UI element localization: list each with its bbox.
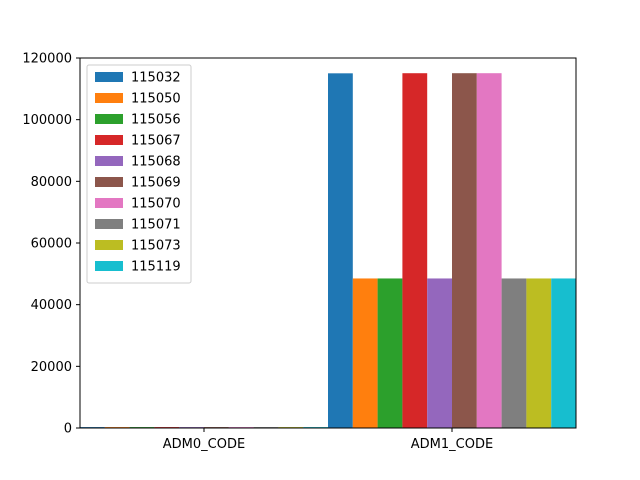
legend: 115032 115050 115056 115067 115068 115069 1150…: [86, 64, 192, 284]
legend-swatch: [95, 219, 123, 229]
legend-swatch: [95, 198, 123, 208]
legend-label: 115050: [131, 92, 181, 107]
legend-swatch: [95, 156, 123, 166]
bar-115032-adm1-code: [328, 73, 353, 428]
legend-label: 115119: [131, 260, 181, 275]
y-axis: 0 20000 40000 60000 80000 100000 120000: [22, 52, 80, 437]
bar-115071-adm1-code: [501, 278, 527, 428]
bar-115056-adm1-code: [377, 278, 403, 428]
bar-115119-adm1-code: [551, 278, 576, 428]
legend-swatch: [95, 135, 123, 145]
legend-label: 115071: [131, 218, 181, 233]
x-tick-label: ADM0_CODE: [163, 437, 245, 452]
x-tick-label: ADM1_CODE: [411, 437, 493, 452]
y-tick-label: 120000: [22, 52, 72, 67]
legend-label: 115068: [131, 155, 181, 170]
legend-label: 115067: [131, 134, 181, 149]
legend-swatch: [95, 261, 123, 271]
bar-115069-adm1-code: [452, 73, 477, 428]
legend-swatch: [95, 114, 123, 124]
y-tick-label: 100000: [22, 113, 72, 128]
legend-label: 115032: [131, 71, 181, 86]
bar-115050-adm1-code: [352, 278, 378, 428]
y-tick-label: 0: [64, 422, 72, 437]
legend-label: 115056: [131, 113, 181, 128]
bar-115073-adm1-code: [526, 278, 552, 428]
y-tick-label: 40000: [31, 298, 72, 313]
legend-swatch: [95, 93, 123, 103]
legend-label: 115070: [131, 197, 181, 212]
x-axis: ADM0_CODE ADM1_CODE: [163, 428, 493, 452]
legend-swatch: [95, 240, 123, 250]
legend-swatch: [95, 72, 123, 82]
legend-swatch: [95, 177, 123, 187]
bar-115068-adm1-code: [427, 278, 452, 428]
y-tick-label: 80000: [31, 175, 72, 190]
legend-label: 115073: [131, 239, 181, 254]
y-tick-label: 60000: [31, 237, 72, 252]
bar-115070-adm1-code: [476, 73, 502, 428]
bars-group: [80, 73, 576, 429]
bar-115067-adm1-code: [402, 73, 428, 429]
legend-label: 115069: [131, 176, 181, 191]
y-tick-label: 20000: [31, 360, 72, 375]
